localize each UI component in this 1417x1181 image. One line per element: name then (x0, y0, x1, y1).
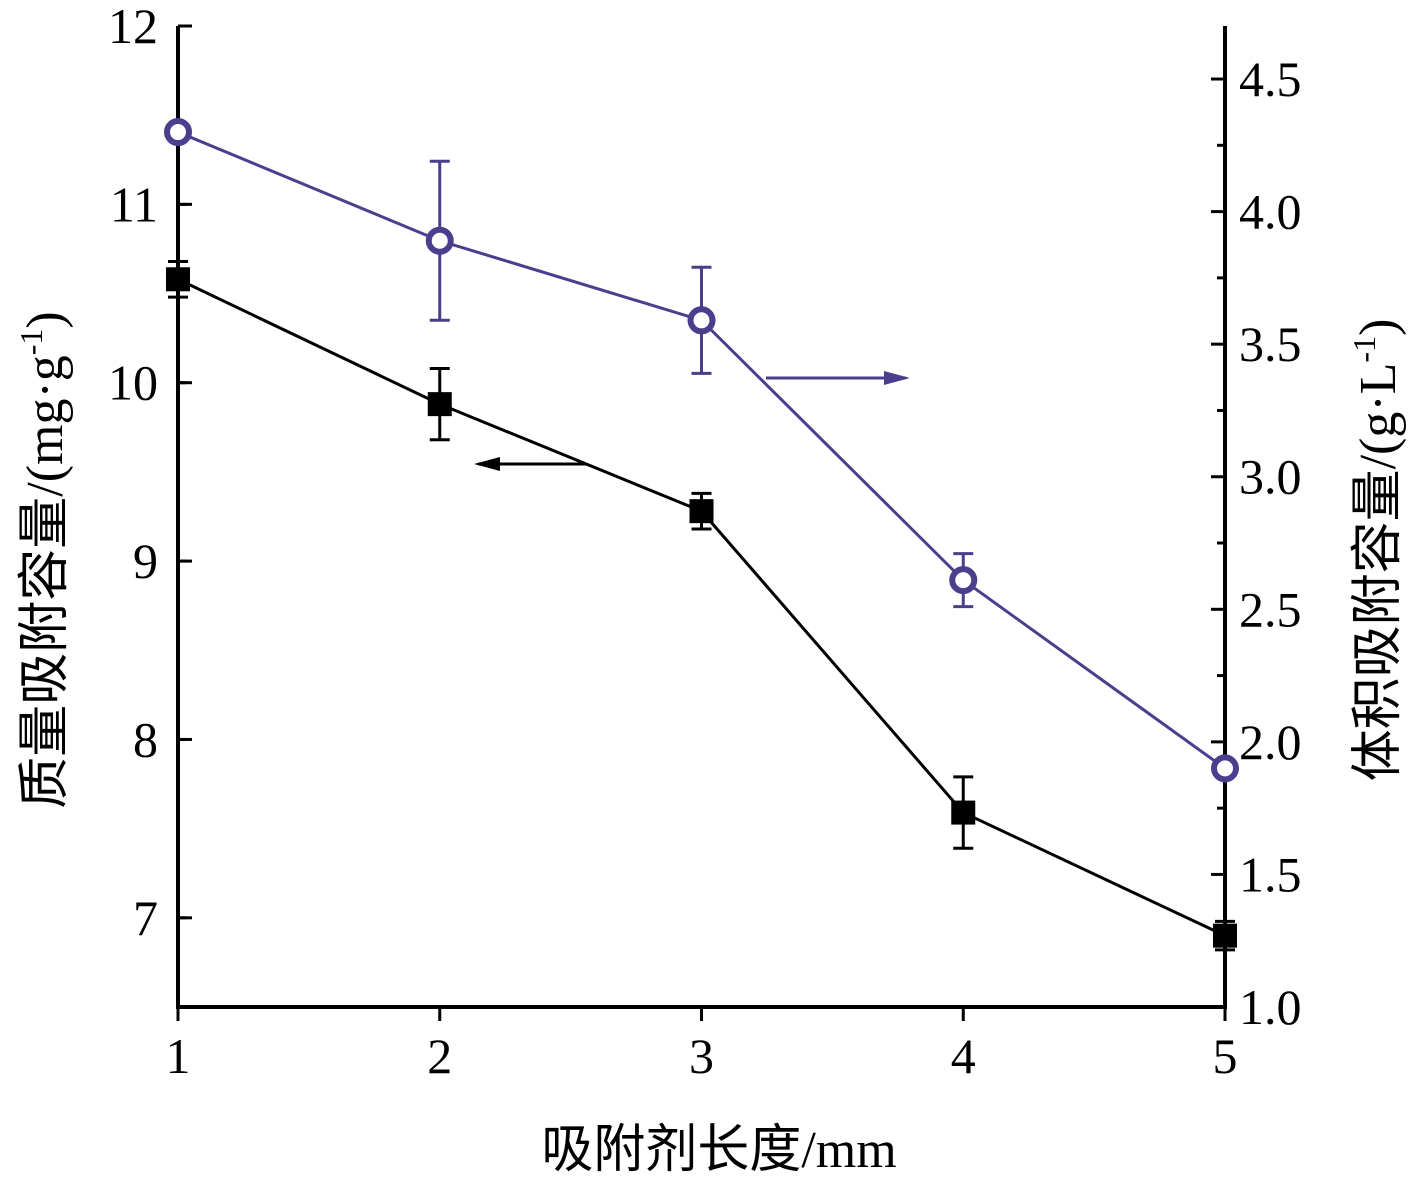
x-tick-label-5: 5 (1213, 1028, 1238, 1084)
right-tick-label-3.5: 3.5 (1239, 316, 1302, 372)
right-axis-title-close: ) (1350, 319, 1407, 336)
left-tick-label-8: 8 (133, 711, 158, 767)
left-axis-title-close: ) (17, 311, 74, 328)
left-tick-label-9: 9 (133, 533, 158, 589)
left-axis-title: 质量吸附容量/(mg·g-1) (13, 311, 74, 809)
right-tick-label-2.0: 2.0 (1239, 714, 1302, 770)
left-tick-label-12: 12 (108, 0, 158, 54)
left-axis-title-main: 质量吸附容量/(mg·g (17, 355, 74, 809)
right-tick-label-1.0: 1.0 (1239, 979, 1302, 1035)
x-tick-label-3: 3 (689, 1028, 714, 1084)
series-1-point (687, 306, 716, 335)
left-tick-label-7: 7 (133, 890, 158, 946)
x-tick-label-1: 1 (166, 1028, 191, 1084)
left-axis-title-superscript: -1 (13, 329, 49, 356)
x-tick-label-2: 2 (427, 1028, 452, 1084)
right-tick-label-2.5: 2.5 (1239, 581, 1302, 637)
right-axis-title-main: 体积吸附容量/(g·L (1350, 363, 1407, 782)
series-1-point (1211, 754, 1239, 783)
annotation-layer (474, 371, 910, 471)
left-tick-label-11: 11 (110, 176, 158, 232)
series-1-point (425, 226, 454, 255)
series-0-point (427, 392, 452, 417)
x-axis-title: 吸附剂长度/mm (541, 1122, 896, 1179)
series-0-point (951, 800, 976, 825)
x-tick-label-4: 4 (951, 1028, 976, 1084)
series-0-point (689, 499, 714, 524)
right-axis-title-superscript: -1 (1346, 336, 1382, 363)
right-tick-label-1.5: 1.5 (1239, 846, 1302, 902)
right-tick-label-3.0: 3.0 (1239, 449, 1302, 505)
right-tick-label-4.5: 4.5 (1239, 51, 1302, 107)
left-tick-label-10: 10 (108, 355, 158, 411)
series-0-line (177, 277, 1226, 938)
series-1-point (949, 566, 978, 595)
series-layer (164, 118, 1239, 952)
arrow-right-axis-head (884, 371, 910, 385)
series-1-point (164, 118, 192, 147)
series-1-line (177, 130, 1226, 770)
series-0-point (1213, 923, 1237, 948)
series-0-point (166, 267, 190, 292)
arrow-left-axis-head (474, 457, 500, 471)
right-tick-label-4.0: 4.0 (1239, 184, 1302, 240)
right-axis-title: 体积吸附容量/(g·L-1) (1346, 319, 1407, 782)
